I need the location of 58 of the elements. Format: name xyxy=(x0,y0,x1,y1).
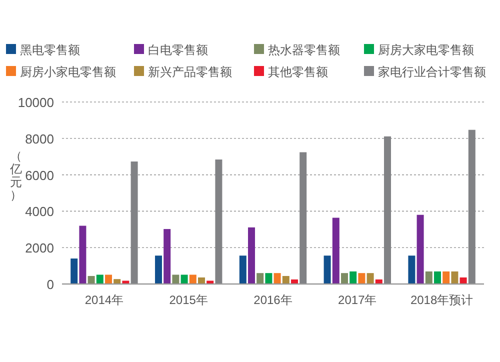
bar xyxy=(180,274,188,284)
y-tick-label: 4000 xyxy=(25,204,54,220)
bar xyxy=(300,152,307,284)
bar xyxy=(442,271,450,284)
bar xyxy=(384,136,391,284)
bar xyxy=(122,280,130,284)
legend-label: 黑电零售额 xyxy=(20,43,80,57)
bar xyxy=(434,271,441,284)
bar xyxy=(114,279,121,284)
legend-label: 家电行业合计零售额 xyxy=(378,65,486,79)
bar xyxy=(206,280,214,284)
y-axis-title: （亿元） xyxy=(9,149,22,202)
legend-label: 厨房小家电零售额 xyxy=(20,65,116,79)
x-tick-label: 2017年 xyxy=(338,293,377,307)
y-tick-label: 0 xyxy=(46,277,54,292)
bar xyxy=(358,273,366,284)
bar xyxy=(164,229,171,284)
bar xyxy=(130,162,138,284)
bar xyxy=(265,273,272,284)
legend-label: 其他零售额 xyxy=(268,65,328,79)
legend-label: 新兴产品零售额 xyxy=(148,65,232,79)
bar xyxy=(79,226,86,284)
bar xyxy=(332,218,340,284)
bar xyxy=(324,256,331,284)
x-tick-label: 2014年 xyxy=(84,293,124,307)
bar xyxy=(248,227,255,284)
x-tick-label: 2015年 xyxy=(169,293,208,307)
legend-label: 热水器零售额 xyxy=(268,43,340,57)
bar xyxy=(350,271,357,284)
bar xyxy=(341,273,348,284)
x-tick-label: 2018年预计 xyxy=(410,293,474,307)
bar xyxy=(451,271,458,284)
bar xyxy=(198,277,205,284)
bar xyxy=(239,256,246,284)
bar xyxy=(416,214,424,284)
y-tick-label: 10000 xyxy=(18,95,54,110)
legend-label: 厨房大家电零售额 xyxy=(378,43,474,57)
bar xyxy=(468,130,476,284)
y-tick-label: 8000 xyxy=(25,131,54,146)
bar xyxy=(88,276,95,284)
bar xyxy=(215,160,222,284)
bar xyxy=(274,273,281,284)
bar xyxy=(189,274,196,284)
bar xyxy=(460,277,467,284)
bar xyxy=(172,274,180,284)
bar xyxy=(256,273,264,284)
bar xyxy=(105,274,112,284)
bar xyxy=(366,273,374,284)
bar xyxy=(408,256,416,284)
legend-label: 白电零售额 xyxy=(148,43,208,57)
bar xyxy=(155,256,162,284)
y-tick-label: 2000 xyxy=(25,240,54,256)
bar xyxy=(425,271,432,284)
bar xyxy=(96,274,104,284)
bar xyxy=(282,276,290,284)
y-tick-label: 6000 xyxy=(25,168,54,183)
bar xyxy=(70,258,78,284)
x-tick-label: 2016年 xyxy=(254,293,292,307)
